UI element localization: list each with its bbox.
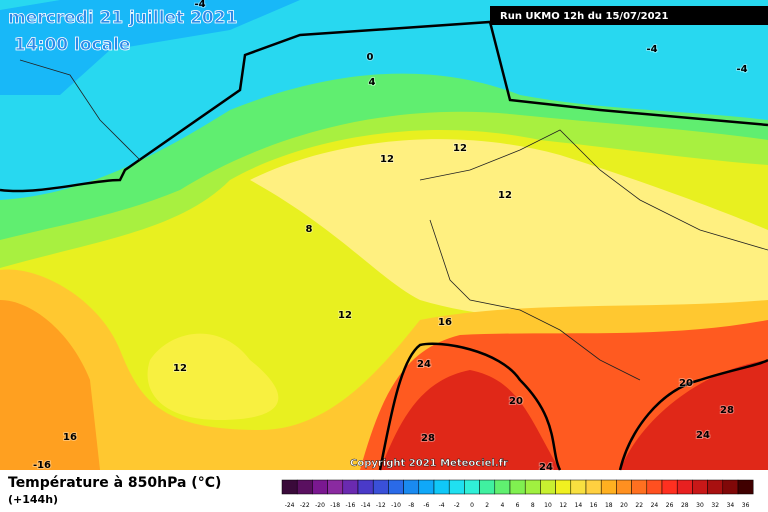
colorbar-label: 28: [681, 502, 689, 509]
colorbar-label: 2: [485, 502, 489, 509]
colorbar-label: -4: [439, 502, 445, 509]
colorbar-label: 0: [470, 502, 474, 509]
contour-label: -4: [194, 0, 205, 10]
colorbar-label: -6: [423, 502, 429, 509]
colorbar-label: 4: [500, 502, 504, 509]
colorbar-label: -14: [361, 502, 371, 509]
colorbar-label: 26: [666, 502, 674, 509]
contour-label: 12: [498, 190, 512, 201]
colorbar-swatch: [540, 479, 556, 495]
colorbar-label: 22: [635, 502, 643, 509]
contour-label: 24: [417, 359, 431, 370]
colorbar-label: -22: [300, 502, 310, 509]
contour-label: 8: [306, 224, 313, 235]
colorbar-label: 30: [696, 502, 704, 509]
contour-label: -4: [736, 64, 747, 75]
colorbar-swatch: [600, 479, 617, 495]
colorbar-swatch: [479, 479, 496, 495]
colorbar-label: 10: [544, 502, 552, 509]
colorbar-label: 32: [711, 502, 719, 509]
copyright: Copyright 2021 Meteociel.fr: [350, 458, 508, 469]
contour-label: -16: [33, 460, 51, 471]
colorbar-swatch: [464, 479, 480, 495]
colorbar-label: 34: [727, 502, 735, 509]
colorbar-swatch: [631, 479, 648, 495]
colorbar-label: -2: [454, 502, 460, 509]
contour-label: 0: [367, 52, 374, 63]
colorbar-label: -18: [330, 502, 340, 509]
colorbar-swatch: [494, 479, 511, 495]
colorbar-swatch: [403, 479, 420, 495]
map: -4 0 4 -4 -4 12 12 12 8 12 12 16 24 20 2…: [0, 0, 768, 474]
colorbar-label: 24: [651, 502, 659, 509]
colorbar-swatch: [707, 479, 724, 495]
colorbar-swatch: [312, 479, 328, 495]
colorbar-label: -10: [391, 502, 401, 509]
colorbar-swatch: [327, 479, 344, 495]
colorbar-swatch: [722, 479, 739, 495]
colorbar-swatch: [357, 479, 374, 495]
colorbar: -24 -22 -20 -18 -16 -14 -12 -10 -8 -6 -4 -2 0 2 4 6 8 10 1…: [281, 479, 754, 509]
colorbar-swatch: [646, 479, 663, 495]
colorbar-swatch: [418, 479, 435, 495]
contour-label: 16: [438, 317, 452, 328]
contour-label: 12: [453, 143, 467, 154]
colorbar-swatch: [342, 479, 359, 495]
colorbar-swatch: [509, 479, 526, 495]
colorbar-swatch: [524, 479, 541, 495]
contour-label: 24: [696, 430, 710, 441]
contour-label: 4: [369, 77, 376, 88]
colorbar-swatch: [388, 479, 404, 495]
colorbar-label: -16: [345, 502, 355, 509]
contour-label: 20: [509, 396, 523, 407]
contour-label: -4: [646, 44, 657, 55]
colorbar-label: 12: [559, 502, 567, 509]
colorbar-label: 16: [590, 502, 598, 509]
colorbar-swatch: [692, 479, 708, 495]
contour-label: 16: [63, 432, 77, 443]
contour-label: 12: [173, 363, 187, 374]
colorbar-swatch: [448, 479, 465, 495]
colorbar-swatch: [585, 479, 602, 495]
contour-label: 28: [720, 405, 734, 416]
colorbar-label: 20: [620, 502, 628, 509]
colorbar-label: -20: [315, 502, 325, 509]
contour-label: 12: [380, 154, 394, 165]
colorbar-swatch: [570, 479, 587, 495]
colorbar-swatch: [281, 479, 298, 495]
colorbar-swatch: [676, 479, 693, 495]
colorbar-swatch: [616, 479, 632, 495]
colorbar-swatch: [433, 479, 450, 495]
colorbar-label: 8: [531, 502, 535, 509]
colorbar-swatch: [372, 479, 389, 495]
footer-title: Température à 850hPa (°C): [8, 475, 221, 491]
date-title: mercredi 21 juillet 2021: [8, 8, 237, 28]
footer-lead: (+144h): [8, 493, 58, 506]
colorbar-label: -12: [376, 502, 386, 509]
contour-label: 12: [338, 310, 352, 321]
colorbar-label: -8: [408, 502, 414, 509]
colorbar-label: 36: [742, 502, 750, 509]
colorbar-swatch: [555, 479, 572, 495]
contour-label: 20: [679, 378, 693, 389]
time-title: 14:00 locale: [14, 35, 130, 55]
colorbar-swatch: [737, 479, 754, 495]
colorbar-swatch: [296, 479, 313, 495]
contour-label: 28: [421, 433, 435, 444]
run-box: [490, 6, 768, 25]
colorbar-label: 6: [516, 502, 520, 509]
run-label: Run UKMO 12h du 15/07/2021: [500, 11, 669, 22]
colorbar-swatch: [661, 479, 678, 495]
colorbar-label: -24: [285, 502, 295, 509]
colorbar-label: 14: [575, 502, 583, 509]
contour-label: 24: [539, 462, 553, 473]
colorbar-label: 18: [605, 502, 613, 509]
